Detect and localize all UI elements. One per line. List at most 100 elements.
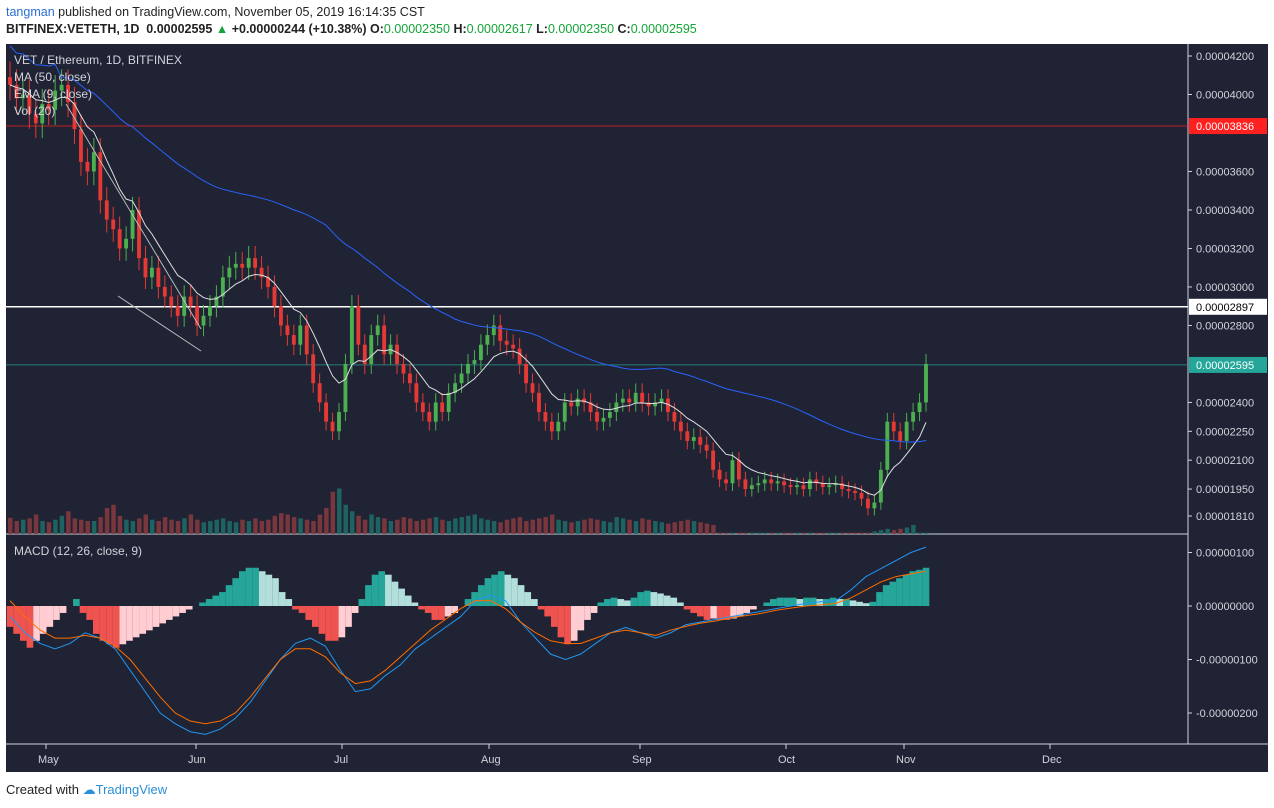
macd-histogram-bar: [597, 602, 605, 606]
ma-line: [9, 45, 927, 443]
macd-histogram-bar: [849, 600, 857, 606]
candle-body: [201, 315, 206, 326]
volume-bar: [304, 519, 310, 534]
macd-histogram-bar: [789, 597, 797, 606]
macd-histogram-bar: [79, 606, 87, 613]
volume-bar: [369, 514, 374, 534]
candle-body: [620, 398, 625, 403]
price-tick-label: 0.00003000: [1196, 282, 1254, 294]
macd-histogram-bar: [823, 599, 830, 606]
macd-histogram-bar: [544, 606, 551, 617]
chart-svg[interactable]: 0.00004200 0.00004000 0.00003600 0.00003400…: [6, 44, 1268, 772]
macd-histogram-bar: [683, 606, 691, 610]
candle-body: [801, 485, 806, 490]
candle-body: [337, 412, 341, 432]
macd-histogram-bar: [252, 567, 259, 606]
macd-histogram-bar: [185, 606, 193, 610]
macd-histogram-bar: [46, 606, 54, 627]
candle-body: [137, 209, 141, 259]
volume-bar: [795, 532, 800, 534]
candle-body: [66, 84, 70, 103]
macd-histogram-bar: [537, 606, 545, 610]
macd-histogram-bar: [889, 581, 897, 606]
low-value: 0.00002350: [547, 22, 615, 36]
macd-histogram-bar: [471, 592, 478, 606]
macd-histogram-bar: [809, 597, 817, 606]
macd-histogram-bar: [139, 606, 147, 634]
signal-line: [9, 570, 927, 725]
candle-body: [633, 392, 638, 403]
candle-body: [20, 94, 25, 99]
macd-histogram-bar: [590, 606, 598, 613]
volume-bar: [924, 532, 929, 534]
volume-bar: [362, 519, 368, 534]
volume-bar: [511, 518, 516, 534]
volume-bar: [672, 522, 677, 534]
candle-body: [162, 286, 167, 297]
volume-bar: [349, 511, 355, 534]
candle-body: [924, 363, 928, 403]
candle-body: [866, 498, 870, 509]
candle-body: [672, 412, 677, 422]
price-tick-label: 0.00002800: [1196, 320, 1254, 332]
candle-body: [130, 209, 135, 239]
candle-body: [543, 412, 548, 422]
macd-histogram-bar: [378, 571, 386, 606]
volume-bar: [72, 518, 78, 534]
candle-body: [911, 412, 916, 422]
macd-histogram-bar: [239, 571, 246, 606]
volume-bar: [285, 514, 290, 534]
macd-histogram-bar: [896, 578, 903, 606]
candle-body: [627, 398, 632, 403]
macd-histogram-bar: [159, 606, 166, 624]
macd-histogram-bar: [650, 592, 658, 606]
macd-histogram-bar: [909, 571, 917, 606]
volume-bar: [246, 521, 252, 534]
candle-body: [214, 296, 219, 307]
volume-bar: [736, 532, 742, 534]
candle-body: [446, 392, 451, 413]
candle-body: [14, 84, 19, 99]
volume-bar: [220, 518, 226, 534]
candle-body: [524, 363, 528, 384]
grid: [6, 44, 1268, 745]
candle-body: [898, 431, 903, 441]
low-label: L:: [536, 22, 548, 36]
volume-bar: [472, 514, 477, 534]
macd-tick-label: -0.00000100: [1196, 655, 1258, 667]
volume-bar: [666, 523, 671, 534]
price-tick-label: 0.00002250: [1196, 426, 1254, 438]
volume-bar: [253, 518, 258, 534]
candle-body: [601, 417, 606, 422]
volume-bar: [117, 515, 123, 534]
candle-body: [195, 306, 200, 326]
candle-body: [291, 335, 296, 345]
macd-histogram-bar: [398, 588, 405, 606]
time-tick-label: Oct: [778, 754, 795, 766]
chart-panel[interactable]: 0.00004200 0.00004000 0.00003600 0.00003400…: [6, 44, 1268, 772]
candle-body: [111, 219, 116, 230]
macd-histogram-bar: [484, 578, 492, 606]
volume-bar: [640, 518, 645, 534]
volume-bar: [208, 521, 213, 534]
macd-histogram-bar: [418, 606, 425, 610]
macd-histogram-bar: [451, 606, 459, 613]
candle-body: [685, 431, 690, 441]
macd-histogram-bar: [743, 606, 751, 613]
candle-body: [878, 469, 883, 503]
macd-histogram-bar: [557, 606, 565, 638]
volume-bar: [911, 524, 916, 534]
macd-histogram-bar: [690, 606, 697, 613]
macd-histogram-bar: [59, 606, 67, 613]
author-link[interactable]: tangman: [6, 5, 55, 19]
macd-histogram-bar: [232, 578, 239, 606]
macd-histogram-bar: [902, 574, 910, 606]
candle-body: [788, 485, 793, 488]
tradingview-link[interactable]: TradingView: [95, 782, 168, 797]
macd-histogram-bar: [132, 606, 140, 638]
macd-histogram-bar: [882, 585, 890, 606]
macd-histogram-bar: [404, 595, 412, 606]
macd-histogram-bar: [13, 606, 20, 634]
candle-body: [569, 402, 574, 407]
price-tick-label: 0.00002100: [1196, 455, 1254, 467]
